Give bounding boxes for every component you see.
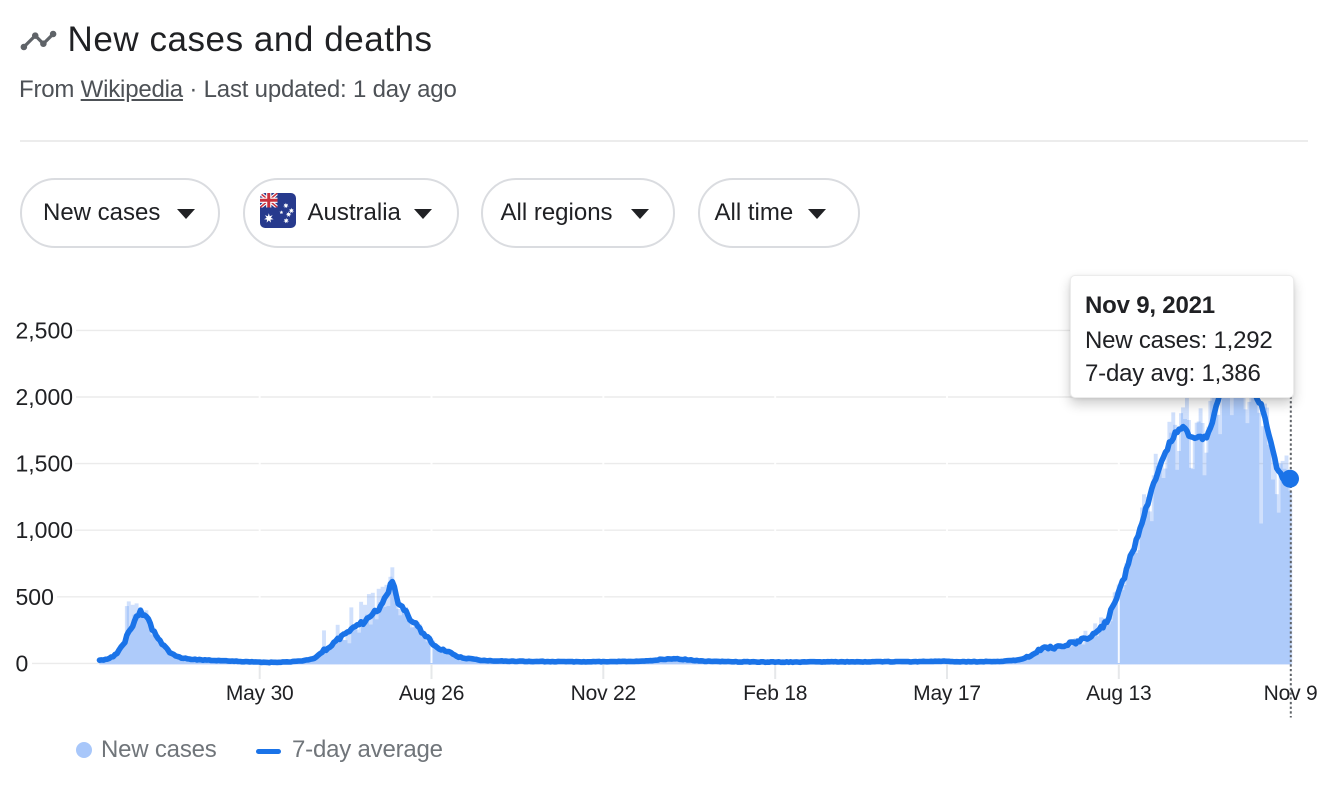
svg-text:Nov 22: Nov 22 [571,682,636,705]
svg-text:500: 500 [16,584,54,610]
svg-text:Aug 26: Aug 26 [399,682,464,705]
svg-text:May 30: May 30 [226,682,294,705]
svg-text:Feb 18: Feb 18 [743,682,807,705]
svg-text:Aug 13: Aug 13 [1086,682,1151,705]
svg-text:0: 0 [16,650,29,676]
svg-text:1,500: 1,500 [16,451,74,477]
svg-text:May 17: May 17 [913,682,981,705]
svg-text:2,500: 2,500 [16,317,74,343]
svg-text:1,000: 1,000 [16,517,74,543]
svg-text:2,000: 2,000 [16,384,74,410]
